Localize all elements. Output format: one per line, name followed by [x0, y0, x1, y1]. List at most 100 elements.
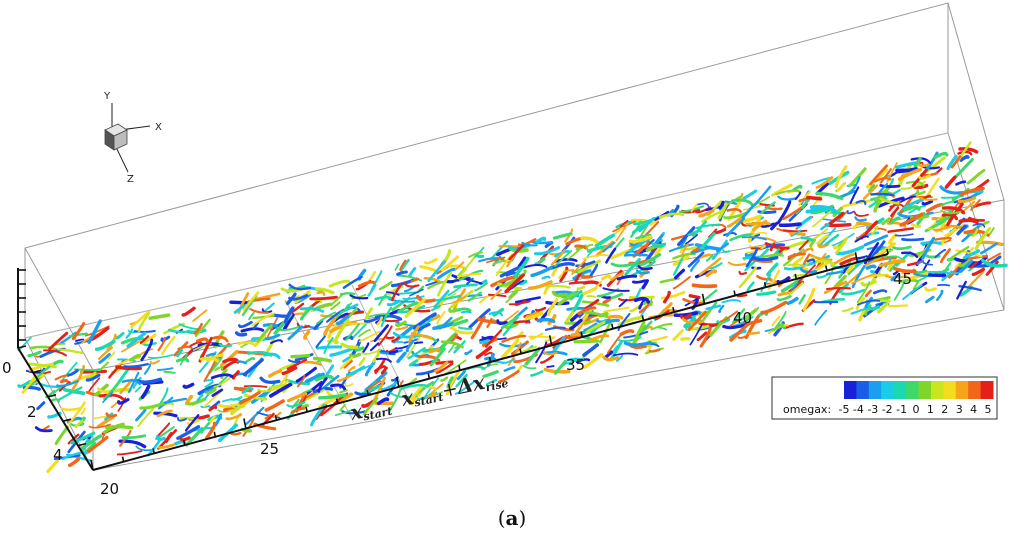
vortex-streak	[741, 236, 767, 241]
vortex-streak	[231, 370, 240, 380]
vortex-streak	[435, 362, 454, 374]
vortex-streak	[838, 283, 849, 294]
vortex-streak	[746, 245, 766, 254]
vortex-streak	[543, 282, 552, 295]
vortex-streak	[575, 260, 596, 268]
vortex-streak	[641, 279, 649, 290]
vortex-streak	[629, 304, 642, 313]
vortex-streak	[468, 308, 491, 329]
vortex-streak	[565, 237, 583, 246]
vortex-streak	[339, 356, 354, 370]
vortex-streak	[603, 306, 630, 313]
axis-tick	[611, 323, 614, 329]
vortex-streak	[500, 316, 519, 330]
vortex-streak	[446, 376, 454, 389]
axis-tick	[92, 467, 102, 471]
vortex-streak	[970, 199, 981, 211]
vortex-streak	[181, 306, 196, 317]
vortex-streak	[981, 258, 1008, 268]
vortex-streak	[67, 457, 80, 468]
vortex-streak	[466, 278, 483, 285]
vortex-streak	[336, 392, 354, 405]
vortex-streak	[890, 189, 901, 196]
vortex-streak	[454, 381, 475, 395]
vortex-streak	[74, 419, 84, 428]
vortex-streak	[410, 277, 420, 283]
vortex-streak	[281, 366, 298, 376]
vortex-streak	[504, 273, 525, 294]
vortex-streak	[963, 249, 981, 260]
vortex-streak	[554, 360, 567, 375]
vortex-streak	[633, 296, 651, 304]
vortex-streak	[58, 386, 83, 401]
vortex-streak	[349, 294, 369, 300]
vortex-streak	[741, 204, 755, 219]
vortex-streak	[883, 255, 903, 260]
vortex-streak	[921, 165, 940, 170]
vortex-streak	[576, 285, 586, 290]
vortex-streak	[303, 360, 322, 366]
vortex-streak	[524, 311, 544, 321]
vortex-streak	[248, 311, 255, 321]
vortex-streak	[429, 347, 446, 367]
vortex-streak	[110, 401, 118, 409]
vortex-streak	[544, 326, 566, 331]
vortex-streak	[385, 291, 400, 296]
vortex-streak	[583, 322, 598, 333]
vortex-streak	[48, 331, 69, 351]
vortex-streak	[225, 413, 243, 421]
vortex-streak	[256, 324, 273, 343]
vortex-streak	[252, 314, 275, 320]
vortex-streak	[148, 313, 171, 320]
vortex-streak	[135, 445, 153, 452]
vortex-streak	[219, 375, 229, 384]
legend-color-swatch	[930, 381, 944, 399]
vortex-streak	[497, 370, 520, 384]
vortex-streak	[958, 218, 979, 225]
vortex-streak	[204, 381, 214, 388]
vortex-streak	[540, 354, 554, 364]
vortex-streak	[770, 221, 779, 231]
vortex-streak	[455, 373, 468, 388]
axis-tick	[733, 290, 736, 296]
vortex-streak	[380, 366, 388, 375]
vortex-streak	[969, 261, 978, 269]
vortex-streak	[479, 295, 489, 304]
vortex-streak	[69, 431, 96, 445]
vortex-streak	[569, 290, 583, 301]
vortex-streak	[870, 192, 895, 197]
vortex-streak	[569, 318, 583, 331]
vortex-streak	[312, 387, 334, 393]
vortex-streak	[362, 342, 370, 354]
vortex-streak	[383, 319, 400, 323]
vortex-streak	[177, 416, 187, 422]
legend-color-swatch	[856, 381, 870, 399]
vortex-streak	[328, 279, 350, 288]
vortex-streak	[96, 415, 115, 429]
vortex-streak	[369, 342, 380, 352]
vortex-streak	[892, 245, 912, 251]
vortex-streak	[167, 328, 187, 334]
vortex-streak	[294, 353, 314, 362]
vortex-streak	[102, 422, 125, 434]
vortex-streak	[205, 379, 214, 382]
vortex-streak	[752, 219, 768, 232]
vortex-streak	[346, 307, 358, 319]
legend-tick-label: -4	[853, 403, 864, 416]
vortex-streak	[835, 236, 849, 255]
axis-tick	[672, 306, 675, 313]
vortex-streak	[155, 435, 166, 441]
vortex-streak	[800, 253, 811, 270]
vortex-streak	[851, 272, 877, 285]
vortex-streak	[395, 320, 407, 328]
vortex-streak	[759, 202, 775, 207]
vortex-streak	[264, 399, 285, 412]
vortex-streak	[305, 372, 325, 383]
vortex-streak	[88, 423, 111, 429]
vortex-streak	[521, 241, 538, 247]
vortex-streak	[86, 371, 97, 381]
vortex-streak	[660, 290, 686, 300]
vortex-streak	[737, 334, 749, 340]
vortex-streak	[783, 248, 805, 267]
vortex-streak	[163, 370, 176, 374]
